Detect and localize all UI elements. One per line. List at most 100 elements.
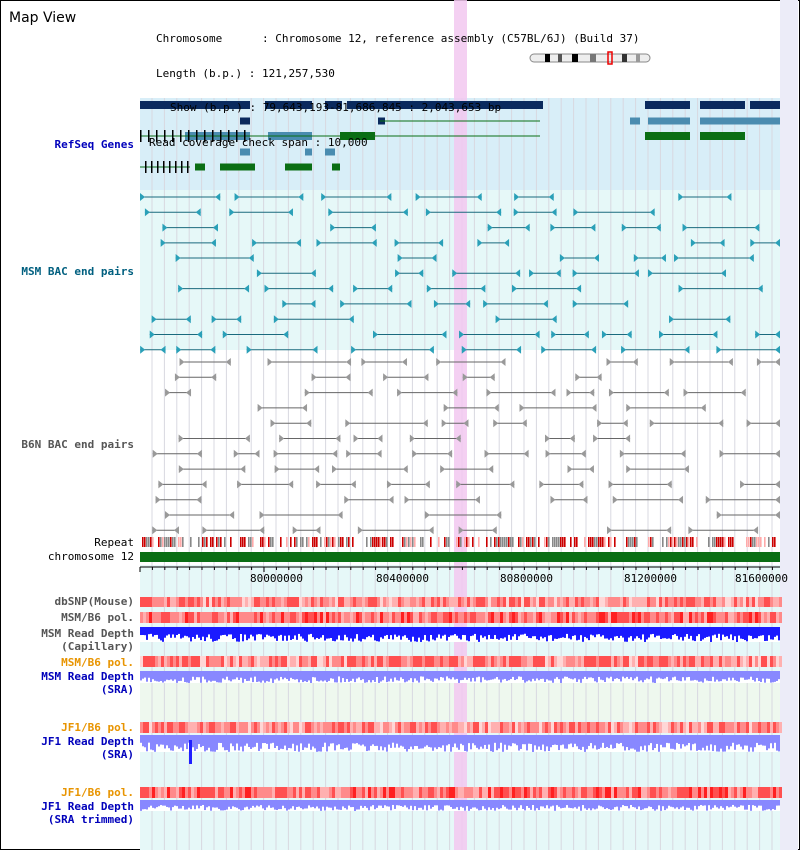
- polymorphism-bin: [722, 787, 725, 798]
- read-depth-bar: [518, 671, 520, 677]
- read-depth-bar: [232, 800, 234, 807]
- polymorphism-bin: [200, 787, 203, 798]
- read-depth-bar: [488, 735, 490, 745]
- polymorphism-bin: [221, 722, 224, 733]
- read-depth-bar: [586, 671, 588, 680]
- bac-end-arrow: [591, 345, 597, 354]
- read-depth-bar: [554, 800, 556, 811]
- polymorphism-bin: [512, 787, 515, 798]
- read-depth-bar: [428, 800, 430, 806]
- bac-end-arrow: [140, 193, 146, 201]
- read-depth-bar: [456, 735, 458, 748]
- read-depth-bar: [278, 800, 280, 810]
- read-depth-bar: [688, 735, 690, 744]
- bac-end-arrow: [569, 434, 575, 443]
- repeat-element: [728, 537, 730, 547]
- polymorphism-bin: [752, 612, 755, 623]
- read-depth-bar: [646, 627, 648, 640]
- polymorphism-bin: [425, 722, 428, 733]
- read-depth-bar: [498, 627, 500, 640]
- read-depth-bar: [644, 800, 646, 809]
- polymorphism-bin: [704, 597, 707, 607]
- polymorphism-bin: [206, 722, 209, 733]
- bac-end-arrow: [175, 254, 181, 262]
- polymorphism-bin: [200, 722, 203, 733]
- read-depth-bar: [418, 627, 420, 638]
- repeat-element: [178, 537, 180, 547]
- read-depth-bar: [414, 627, 416, 642]
- read-depth-bar: [142, 800, 144, 810]
- read-depth-bar: [584, 735, 586, 752]
- read-depth-bar: [280, 671, 282, 677]
- polymorphism-bin: [257, 597, 260, 607]
- bac-end-arrow: [288, 480, 294, 489]
- read-depth-bar: [208, 735, 210, 748]
- read-depth-bar: [636, 627, 638, 637]
- polymorphism-bin: [659, 787, 662, 798]
- read-depth-bar: [382, 735, 384, 751]
- polymorphism-bin: [461, 656, 464, 667]
- read-depth-bar: [296, 627, 298, 640]
- polymorphism-bin: [626, 787, 629, 798]
- polymorphism-bin: [758, 656, 761, 667]
- polymorphism-bin: [344, 656, 347, 667]
- read-depth-bar: [540, 735, 542, 750]
- read-depth-bar: [444, 627, 446, 635]
- polymorphism-bin: [353, 787, 356, 798]
- read-depth-bar: [578, 735, 580, 750]
- polymorphism-bin: [494, 597, 497, 607]
- repeat-element: [216, 537, 218, 547]
- repeat-element: [526, 537, 528, 547]
- polymorphism-bin: [281, 722, 284, 733]
- polymorphism-bin: [686, 656, 689, 667]
- bac-end-arrow: [496, 511, 502, 519]
- read-depth-bar: [306, 800, 308, 809]
- polymorphism-bin: [443, 656, 446, 667]
- repeat-element: [724, 537, 726, 547]
- polymorphism-bin: [188, 787, 191, 798]
- bac-end-arrow: [458, 526, 464, 535]
- read-depth-bar: [324, 800, 326, 811]
- polymorphism-bin: [692, 787, 695, 798]
- read-depth-bar: [376, 735, 378, 746]
- polymorphism-bin: [164, 787, 167, 798]
- bac-end-arrow: [246, 345, 252, 354]
- polymorphism-bin: [464, 612, 467, 623]
- polymorphism-bin: [470, 612, 473, 623]
- read-depth-bar: [274, 671, 276, 680]
- polymorphism-bin: [251, 722, 254, 733]
- read-depth-bar: [446, 671, 448, 677]
- read-depth-bar: [312, 735, 314, 747]
- polymorphism-bin: [446, 656, 449, 667]
- repeat-element: [530, 537, 532, 547]
- bac-end-arrow: [539, 480, 545, 489]
- bac-end-arrow: [310, 269, 316, 278]
- read-depth-bar: [588, 800, 590, 809]
- read-depth-bar: [242, 671, 244, 683]
- read-depth-bar: [642, 671, 644, 683]
- polymorphism-bin: [236, 722, 239, 733]
- bac-end-arrow: [197, 330, 203, 339]
- polymorphism-bin: [230, 597, 233, 607]
- read-depth-bar: [234, 800, 236, 808]
- polymorphism-bin: [212, 612, 215, 623]
- polymorphism-bin: [140, 722, 143, 733]
- polymorphism-bin: [569, 656, 572, 667]
- polymorphism-bin: [410, 612, 413, 623]
- polymorphism-bin: [536, 597, 539, 607]
- polymorphism-bin: [293, 722, 296, 733]
- read-depth-bar: [480, 800, 482, 811]
- read-depth-bar: [592, 627, 594, 636]
- read-depth-bar: [510, 627, 512, 640]
- polymorphism-bin: [500, 787, 503, 798]
- read-depth-bar: [760, 627, 762, 636]
- repeat-element: [632, 537, 634, 547]
- polymorphism-bin: [596, 612, 599, 623]
- read-depth-bar: [476, 735, 478, 748]
- polymorphism-bin: [497, 612, 500, 623]
- polymorphism-bin: [680, 722, 683, 733]
- bac-end-arrow: [357, 526, 363, 535]
- read-depth-bar: [160, 735, 162, 745]
- repeat-element: [456, 537, 458, 547]
